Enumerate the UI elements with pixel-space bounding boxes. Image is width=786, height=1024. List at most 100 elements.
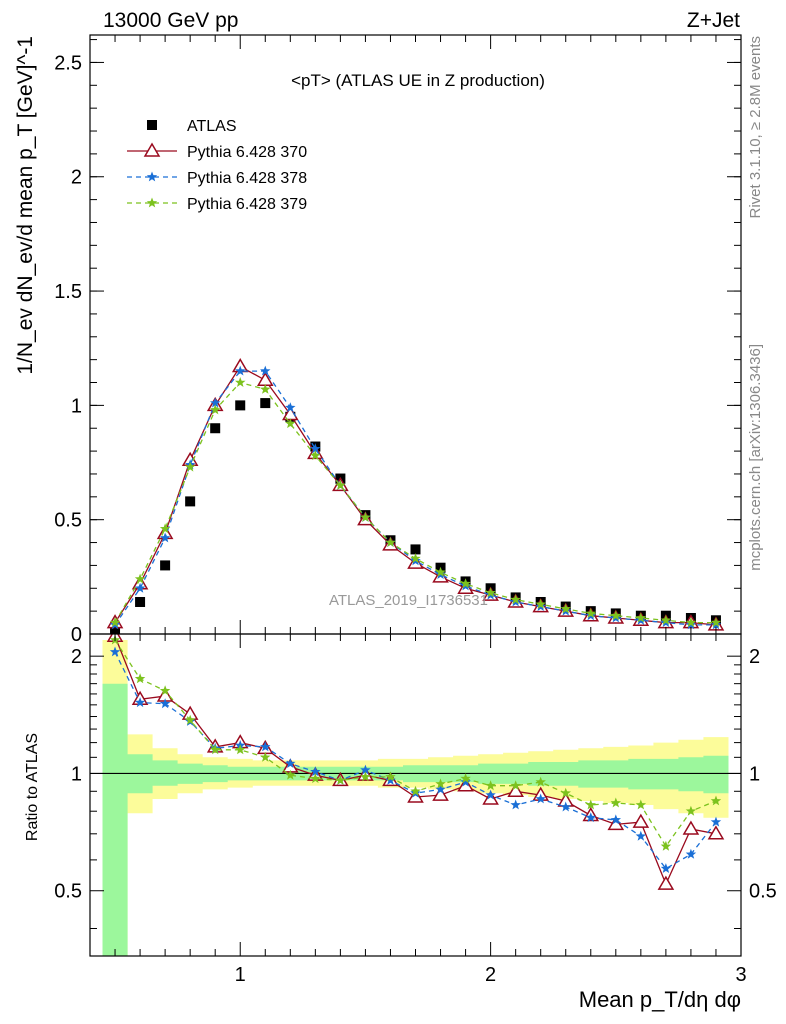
y-tick-label: 1 — [71, 763, 82, 785]
data-point — [560, 801, 571, 812]
data-point — [410, 553, 421, 563]
data-point — [210, 744, 221, 755]
series-line — [114, 639, 717, 848]
y-axis-label: 1/N_ev dN_ev/d mean p_T [GeV]^-1 — [14, 36, 37, 375]
data-point — [385, 537, 396, 547]
data-point — [310, 766, 321, 777]
legend: ATLAS Pythia 6.428 370 Pythia 6.428 378 Pyt… — [127, 118, 307, 213]
data-point — [310, 443, 321, 454]
legend-marker — [146, 171, 158, 182]
data-point — [535, 776, 546, 787]
data-point — [285, 418, 296, 429]
legend-label: Pythia 6.428 378 — [187, 170, 307, 187]
data-point — [682, 820, 700, 835]
header-left: 13000 GeV pp — [103, 9, 238, 32]
y-tick-label: 0.5 — [54, 510, 82, 532]
legend-label: ATLAS — [187, 118, 237, 135]
data-point — [457, 777, 474, 792]
data-point — [385, 771, 396, 782]
y-tick-label: 2 — [71, 646, 82, 668]
data-point — [510, 799, 521, 810]
pythia-379-series-main — [109, 377, 722, 627]
data-point — [610, 797, 621, 808]
data-point — [134, 697, 146, 708]
y-tick-label: 0.5 — [54, 881, 82, 903]
legend-label: Pythia 6.428 379 — [187, 196, 307, 213]
data-point — [335, 774, 346, 785]
data-point — [159, 523, 171, 534]
x-tick-label: 3 — [735, 964, 746, 986]
data-point — [710, 617, 722, 627]
data-point — [585, 812, 596, 823]
y-tick-label: 2 — [71, 167, 82, 189]
data-point — [435, 778, 446, 789]
y-tick-label-right: 0.5 — [749, 881, 777, 903]
y-tick-label-right: 2 — [749, 646, 760, 668]
chart-title: <pT> (ATLAS UE in Z production) — [291, 71, 545, 90]
data-point — [184, 714, 196, 725]
y-tick-label: 1 — [71, 395, 82, 417]
data-point — [159, 698, 171, 709]
data-point — [134, 673, 146, 684]
data-point — [632, 813, 650, 828]
data-point — [260, 398, 271, 409]
data-point — [285, 402, 296, 413]
data-point — [660, 614, 672, 625]
data-point — [159, 685, 171, 696]
data-point — [460, 578, 471, 589]
data-point — [510, 594, 521, 605]
data-point — [135, 596, 146, 607]
data-point — [184, 461, 196, 472]
data-point — [310, 450, 321, 461]
mcplots-label: mcplots.cern.ch [arXiv:1306.3436] — [747, 344, 764, 571]
legend-marker — [143, 142, 161, 157]
data-point — [635, 612, 647, 623]
data-point — [235, 744, 246, 755]
ratio-y-axis-label: Ratio to ATLAS — [24, 733, 41, 841]
data-point — [432, 786, 449, 801]
data-point — [485, 780, 496, 791]
data-point — [285, 758, 296, 768]
data-point — [635, 830, 647, 841]
data-point — [260, 741, 271, 752]
data-point — [385, 774, 396, 785]
data-point — [510, 780, 521, 791]
data-point — [507, 782, 524, 798]
data-point — [635, 799, 647, 810]
data-point — [235, 365, 246, 376]
data-point — [660, 863, 672, 873]
y-tick-label-right: 1 — [749, 763, 760, 785]
x-tick-label: 1 — [235, 964, 246, 986]
header-right: Z+Jet — [687, 9, 740, 32]
pythia-378-series-main — [109, 365, 722, 630]
data-point — [134, 573, 146, 584]
legend-marker — [147, 120, 157, 130]
data-point — [260, 365, 271, 376]
rivet-label: Rivet 3.1.10, ≥ 2.8M events — [747, 36, 764, 219]
data-point — [607, 815, 625, 831]
pythia-379-series-ratio — [109, 634, 722, 851]
data-point — [360, 771, 371, 782]
series-line — [114, 381, 716, 624]
data-point — [535, 598, 546, 609]
data-point — [707, 825, 725, 840]
data-point — [485, 789, 496, 800]
data-point — [235, 377, 246, 387]
data-point — [159, 532, 171, 543]
data-point — [235, 400, 246, 411]
data-point — [160, 560, 171, 571]
data-point — [210, 423, 221, 434]
series-line — [114, 365, 717, 626]
pythia-370-series-main — [106, 358, 725, 631]
data-point — [335, 479, 346, 490]
data-point — [585, 799, 596, 810]
legend-marker — [146, 197, 158, 208]
data-point — [460, 776, 471, 787]
data-point — [360, 511, 371, 522]
data-point — [657, 875, 675, 890]
data-point — [435, 566, 446, 577]
data-point — [410, 544, 421, 555]
data-point — [109, 617, 121, 627]
y-tick-label: 2.5 — [54, 52, 82, 74]
main-plot-area — [106, 358, 725, 634]
